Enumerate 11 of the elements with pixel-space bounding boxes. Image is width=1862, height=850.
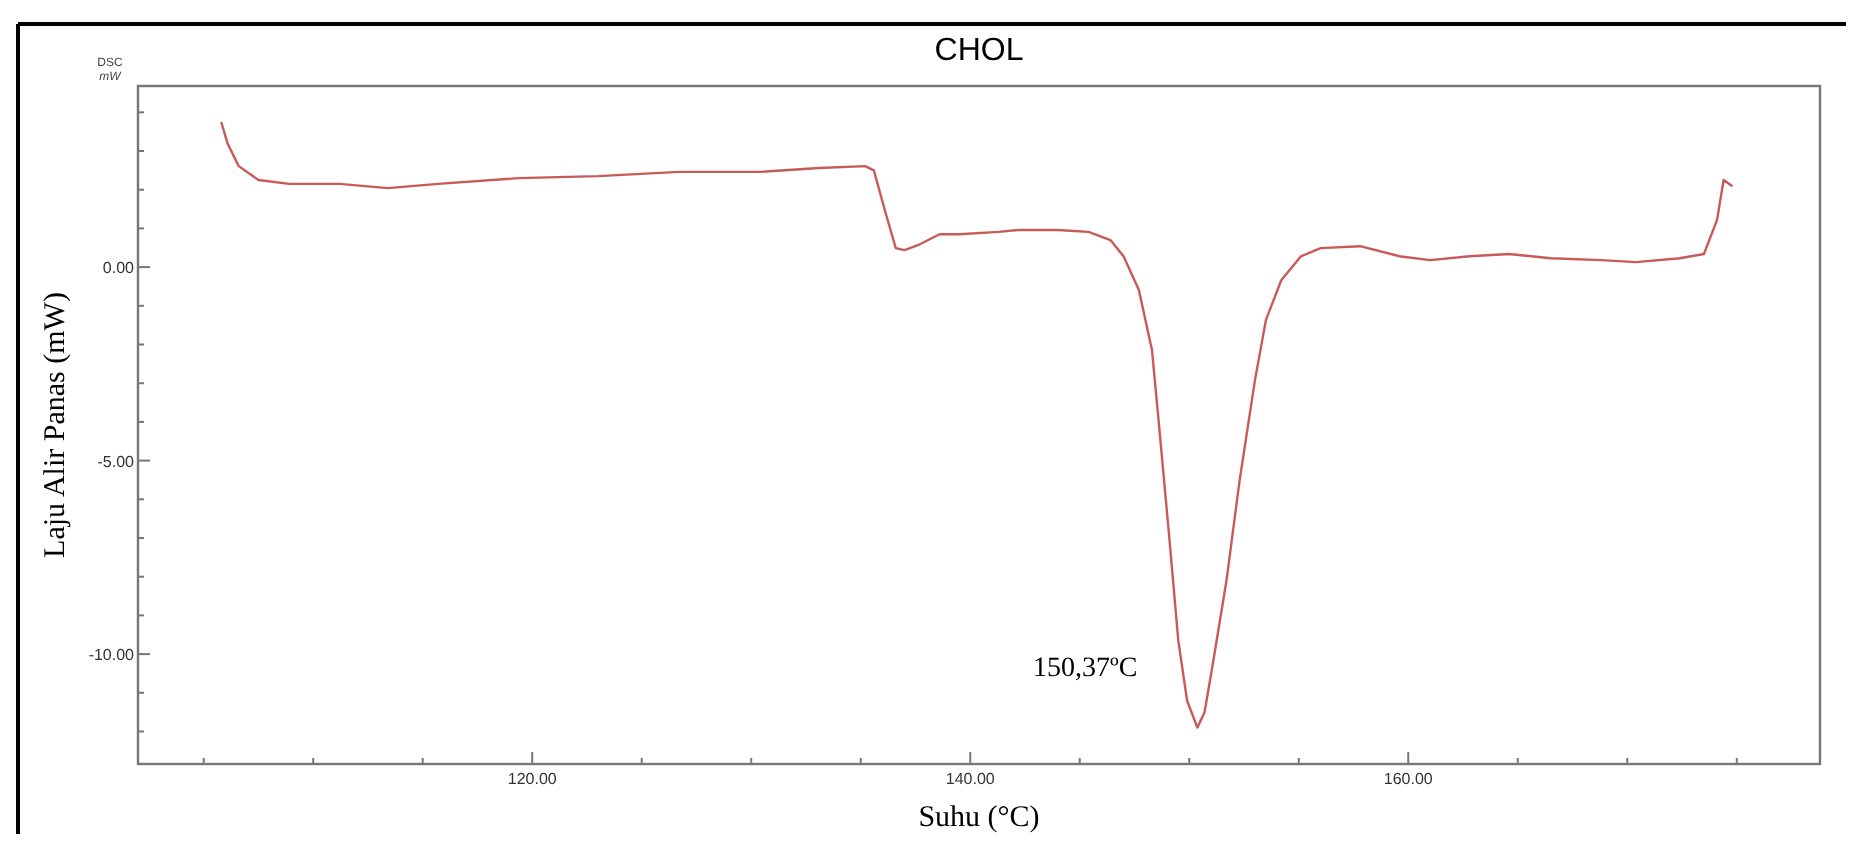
y-axis-title: Laju Alir Panas (mW) [40, 292, 72, 558]
y-tick-label: -5.00 [97, 452, 136, 471]
annotation: 150,37ºC [1032, 653, 1138, 684]
x-tick-label: 140.00 [945, 770, 996, 788]
line-series [220, 120, 1734, 729]
chart-title: CHOL [934, 34, 1024, 68]
x-tick-label: 160.00 [1383, 770, 1434, 788]
y-tick-label: 0.00 [102, 259, 136, 278]
y-tick-label: -10.00 [88, 646, 136, 665]
x-axis-title: Suhu (°C) [918, 802, 1040, 834]
x-tick-label: 120.00 [507, 770, 558, 788]
